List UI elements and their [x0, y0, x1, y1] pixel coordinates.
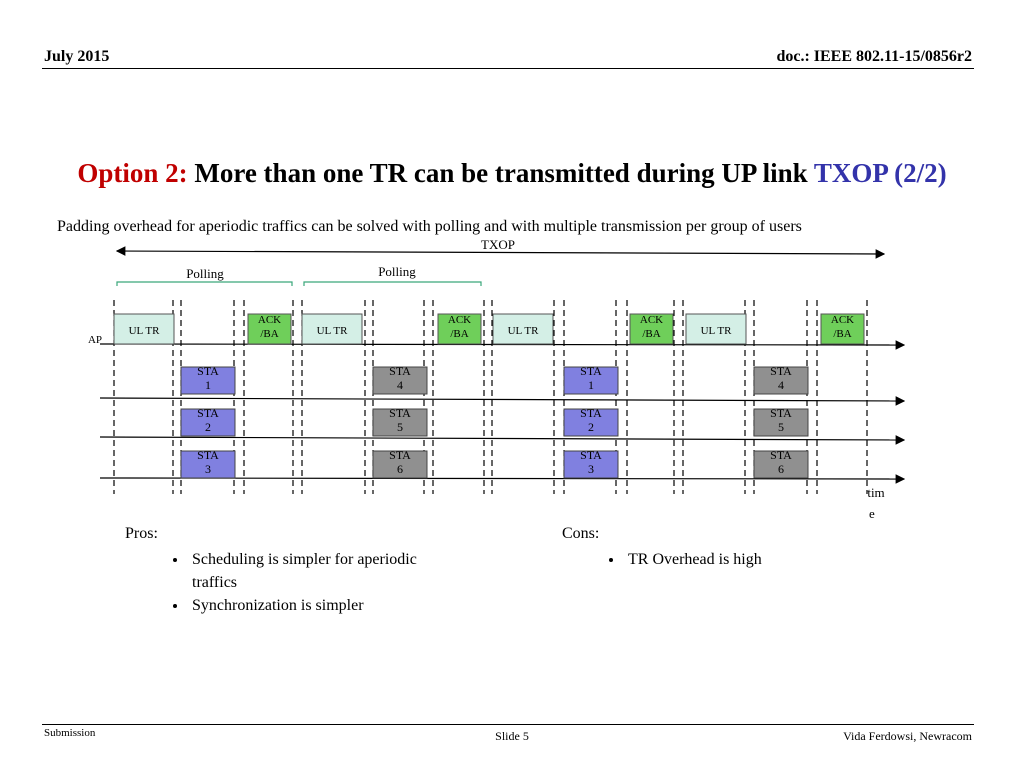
ack-ba-label: /BA [642, 328, 660, 340]
footer-rule [42, 724, 974, 725]
sta-label: STA [197, 406, 219, 420]
ul-tr-label: UL TR [317, 325, 349, 337]
sta-label: STA [770, 406, 792, 420]
ack-ba-label: ACK [258, 314, 281, 326]
ack-ba-label: ACK [448, 314, 471, 326]
sta-label: 2 [205, 420, 211, 434]
sta-label: 6 [397, 462, 403, 476]
sta-label: 4 [397, 378, 403, 392]
footer-submission: Submission [44, 727, 96, 739]
sta-frame [180, 366, 236, 395]
sta-label: STA [389, 406, 411, 420]
sta-label: 5 [397, 420, 403, 434]
sta-label: STA [580, 364, 602, 378]
sta-frame [563, 366, 619, 395]
sta-frame [372, 366, 428, 395]
sta-label: STA [580, 406, 602, 420]
title-prefix: Option 2: [77, 158, 188, 188]
cons-item: TR Overhead is high [624, 548, 864, 571]
pros-item: Scheduling is simpler for aperiodic traf… [188, 548, 428, 594]
title-main: More than one TR can be transmitted duri… [194, 158, 808, 188]
ul-tr-frame [113, 313, 175, 345]
ack-ba-label: ACK [831, 314, 854, 326]
sta-frame [753, 408, 809, 437]
sta-label: 1 [205, 378, 211, 392]
sta-label: STA [197, 448, 219, 462]
ack-ba-frame [820, 313, 865, 345]
header-doc-id: doc.: IEEE 802.11-15/0856r2 [776, 48, 972, 65]
ack-ba-label: ACK [640, 314, 663, 326]
time-label: e [869, 506, 875, 521]
sta-label: STA [770, 448, 792, 462]
polling-bracket [116, 281, 293, 286]
header-rule [42, 68, 974, 69]
ul-tr-frame [492, 313, 554, 345]
header-date: July 2015 [44, 48, 110, 65]
cons-label: Cons: [562, 525, 600, 542]
footer-slide-number: Slide 5 [495, 729, 529, 743]
time-label: tim [867, 485, 884, 500]
sta-label: STA [389, 448, 411, 462]
ap-label: AP [88, 334, 102, 346]
ul-tr-frame [301, 313, 363, 345]
ack-ba-frame [437, 313, 482, 345]
pros-label: Pros: [125, 525, 158, 542]
sta-label: 3 [205, 462, 211, 476]
sta-frame [563, 450, 619, 479]
ack-ba-frame [629, 313, 674, 345]
intro-text: Padding overhead for aperiodic traffics … [57, 218, 802, 235]
ul-tr-label: UL TR [508, 325, 540, 337]
sta-frame [753, 450, 809, 479]
sta-label: 2 [588, 420, 594, 434]
ul-tr-label: UL TR [129, 325, 161, 337]
sta-frame [372, 450, 428, 479]
footer-author: Vida Ferdowsi, Newracom [843, 729, 972, 743]
title-suffix: TXOP (2/2) [813, 158, 947, 188]
cons-list: TR Overhead is high [600, 548, 864, 571]
ack-ba-label: /BA [833, 328, 851, 340]
sta-label: 6 [778, 462, 784, 476]
sta-label: 4 [778, 378, 784, 392]
sta-label: STA [770, 364, 792, 378]
ack-ba-label: /BA [450, 328, 468, 340]
txop-label: TXOP [481, 237, 515, 252]
sta-frame [753, 366, 809, 395]
ack-ba-label: /BA [260, 328, 278, 340]
sta-label: 5 [778, 420, 784, 434]
sta-label: 3 [588, 462, 594, 476]
sta-frame [180, 450, 236, 479]
sta-frame [563, 408, 619, 437]
sta-label: STA [389, 364, 411, 378]
pros-item: Synchronization is simpler [188, 594, 428, 617]
time-axis [99, 435, 906, 445]
sta-label: STA [580, 448, 602, 462]
polling-label: Polling [378, 264, 416, 279]
time-axis [99, 396, 906, 406]
slide-title: Option 2: More than one TR can be transm… [0, 158, 1024, 189]
ul-tr-label: UL TR [701, 325, 733, 337]
ack-ba-frame [247, 313, 292, 345]
sta-label: STA [197, 364, 219, 378]
sta-frame [180, 408, 236, 437]
polling-label: Polling [186, 266, 224, 281]
pros-list: Scheduling is simpler for aperiodic traf… [164, 548, 428, 617]
ul-tr-frame [685, 313, 747, 345]
polling-bracket [303, 281, 482, 286]
txop-arrow [115, 246, 886, 259]
sta-frame [372, 408, 428, 437]
sta-label: 1 [588, 378, 594, 392]
